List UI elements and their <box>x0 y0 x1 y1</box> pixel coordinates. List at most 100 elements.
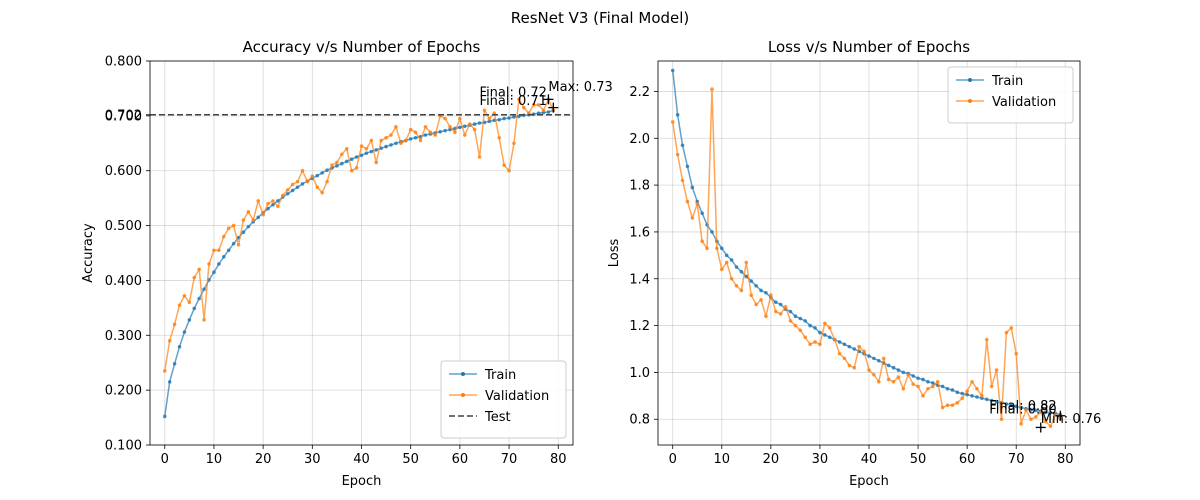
data-point-train <box>374 148 379 152</box>
data-point-train <box>759 288 763 293</box>
data-point-train <box>749 279 754 283</box>
data-point-validation <box>305 179 310 184</box>
data-point-validation <box>172 322 177 327</box>
data-point-validation <box>281 193 285 198</box>
data-point-train <box>290 188 295 193</box>
x-tick-label: 50 <box>910 452 927 467</box>
data-point-validation <box>315 185 320 189</box>
y-tick-label: 0.700 <box>105 109 142 124</box>
data-point-validation <box>778 312 783 316</box>
data-point-train <box>788 309 793 314</box>
data-point-validation <box>467 122 472 126</box>
y-tick-label: 0.600 <box>105 164 142 179</box>
data-point-validation <box>462 133 467 137</box>
data-point-train <box>1048 410 1053 415</box>
data-point-validation <box>487 116 492 121</box>
data-point-train <box>989 398 994 403</box>
data-point-validation <box>862 349 866 354</box>
data-point-validation <box>497 136 502 140</box>
data-point-train <box>335 163 339 168</box>
data-point-validation <box>241 218 246 222</box>
data-point-validation <box>710 87 714 91</box>
data-point-train <box>408 137 413 141</box>
data-point-validation <box>842 356 847 361</box>
data-point-validation <box>675 152 680 157</box>
data-point-validation <box>916 384 920 389</box>
data-point-train <box>1014 404 1019 409</box>
data-point-train <box>354 155 359 159</box>
data-point-validation <box>207 262 211 266</box>
data-point-train <box>325 168 329 172</box>
annotation: Min: 0.76 <box>1041 412 1102 427</box>
data-point-validation <box>867 368 871 372</box>
axes-frame <box>149 60 574 446</box>
plus-marker <box>548 102 559 113</box>
data-point-validation <box>685 199 690 204</box>
y-tick-label: 1.8 <box>629 179 650 194</box>
data-point-train <box>271 202 275 207</box>
data-point-train <box>847 344 852 349</box>
y-tick-label: 2.0 <box>629 132 650 147</box>
data-point-train <box>896 368 901 372</box>
data-point-validation <box>330 163 334 168</box>
data-point-validation <box>335 160 339 165</box>
data-point-train <box>764 291 768 295</box>
data-point-train <box>965 392 969 397</box>
data-point-validation <box>202 318 206 322</box>
data-point-validation <box>877 379 881 384</box>
chart-title: Loss v/s Number of Epochs <box>768 38 970 56</box>
data-point-validation <box>162 369 167 373</box>
x-tick-label: 60 <box>959 452 976 467</box>
figure-suptitle: ResNet V3 (Final Model) <box>511 9 690 27</box>
data-point-train <box>793 314 798 319</box>
data-point-train <box>231 241 236 246</box>
data-point-validation <box>729 276 734 281</box>
data-point-validation <box>266 201 270 206</box>
data-point-validation <box>989 384 994 389</box>
data-point-validation <box>823 321 827 326</box>
x-tick-label: 50 <box>402 452 419 467</box>
y-tick-label: 0.400 <box>105 274 142 289</box>
data-point-train <box>349 157 354 161</box>
data-point-train <box>389 143 393 147</box>
data-point-validation <box>458 116 462 121</box>
data-point-train <box>984 397 989 402</box>
data-point-validation <box>881 356 886 361</box>
legend-swatch-marker <box>968 99 972 103</box>
data-point-train <box>994 399 999 404</box>
data-point-train <box>472 122 477 126</box>
data-point-train <box>458 125 462 130</box>
legend-box <box>440 360 567 439</box>
data-point-train <box>512 115 516 119</box>
data-point-train <box>773 300 778 304</box>
data-point-validation <box>945 403 950 407</box>
data-point-train <box>916 376 920 381</box>
data-point-validation <box>187 300 192 305</box>
data-point-validation <box>408 127 413 132</box>
data-point-validation <box>896 375 901 379</box>
data-point-train <box>719 246 724 251</box>
data-point-validation <box>793 323 798 328</box>
legend-label: Validation <box>992 95 1056 110</box>
data-point-train <box>502 116 506 121</box>
data-point-validation <box>965 389 969 393</box>
y-axis-label: Accuracy <box>81 223 96 283</box>
data-point-train <box>276 199 280 203</box>
data-point-validation <box>940 405 945 410</box>
accuracy-chart: 0 10 20 30 40 50 60 70 80 0.100 0.200 0.300 0.400 0.5… <box>81 38 613 489</box>
data-point-validation <box>818 342 822 347</box>
data-point-train <box>734 265 739 269</box>
data-point-train <box>320 171 324 175</box>
data-point-validation <box>847 363 852 368</box>
data-point-validation <box>724 260 729 265</box>
y-tick-label: 2.2 <box>629 85 650 100</box>
data-point-validation <box>827 326 832 330</box>
data-point-validation <box>960 396 965 400</box>
x-axis-label: Epoch <box>849 474 889 489</box>
y-tick-label: 0.800 <box>105 55 142 70</box>
data-point-validation <box>448 125 452 129</box>
data-point-train <box>212 270 216 275</box>
data-point-validation <box>999 417 1004 422</box>
data-point-validation <box>182 293 187 298</box>
y-tick-label: 0.500 <box>105 219 142 234</box>
